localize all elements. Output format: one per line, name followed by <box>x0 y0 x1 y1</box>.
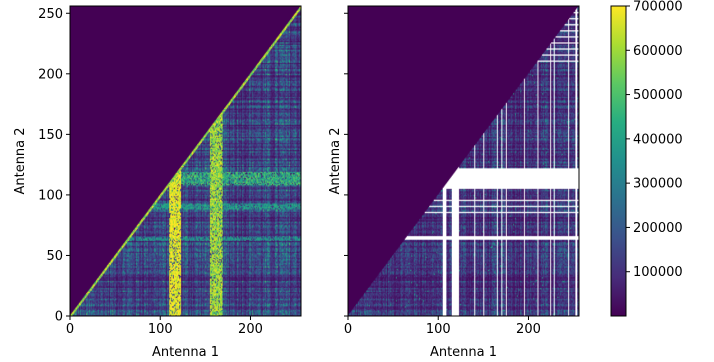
colorbar-tick-label: 400000 <box>633 132 683 147</box>
axes-frame-flagged <box>347 5 580 317</box>
colorbar-frame <box>610 5 627 317</box>
y-axis-label-raw: Antenna 2 <box>13 127 28 194</box>
panel-raw: 0 100 200 0 50 100 150 200 250 Antenna 1 Antenna… <box>13 5 302 360</box>
x-tick-label: 200 <box>238 322 263 337</box>
y-tick-label: 0 <box>55 310 63 325</box>
x-tick-label: 0 <box>344 322 352 337</box>
y-tick-label: 200 <box>38 67 63 82</box>
y-tick-label: 150 <box>38 128 63 143</box>
x-tick-label: 100 <box>148 322 173 337</box>
colorbar-gradient <box>611 6 626 316</box>
colorbar-ticks: 100000 200000 300000 400000 500000 600000 7000… <box>626 0 683 280</box>
x-tick-label: 0 <box>66 322 74 337</box>
colorbar-tick-label: 700000 <box>633 0 683 15</box>
x-axis-label-raw: Antenna 1 <box>152 345 219 360</box>
axis-ticks-raw: 0 100 200 0 50 100 150 200 250 <box>38 7 263 337</box>
colorbar-tick-label: 300000 <box>633 177 683 192</box>
y-tick-label: 50 <box>46 249 63 264</box>
x-tick-label: 200 <box>516 322 541 337</box>
axis-ticks-flagged: 0 100 200 <box>344 12 541 337</box>
colorbar-tick-label: 600000 <box>633 44 683 59</box>
y-axis-label-flagged: Antenna 2 <box>328 127 343 194</box>
heatmap-raw-image <box>70 6 301 316</box>
axes-frame-raw <box>69 5 302 317</box>
colorbar-tick-label: 500000 <box>633 88 683 103</box>
heatmap-flagged-image <box>348 6 579 316</box>
panel-flagged: 0 100 200 Antenna 1 Antenna 2 <box>328 5 580 360</box>
y-tick-label: 250 <box>38 7 63 22</box>
x-tick-label: 100 <box>426 322 451 337</box>
x-axis-label-flagged: Antenna 1 <box>430 345 497 360</box>
colorbar: 100000 200000 300000 400000 500000 600000 7000… <box>610 0 683 317</box>
colorbar-tick-label: 100000 <box>633 265 683 280</box>
colorbar-tick-label: 200000 <box>633 221 683 236</box>
y-tick-label: 100 <box>38 188 63 203</box>
